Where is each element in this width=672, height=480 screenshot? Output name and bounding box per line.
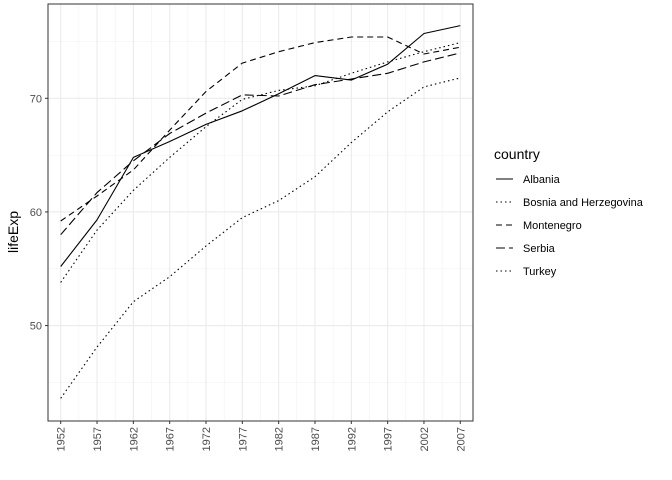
legend-label: Turkey [523,266,557,278]
x-tick-label: 1982 [274,427,286,451]
x-tick-label: 1997 [383,427,395,451]
series-lines [60,25,461,399]
legend: country Albania Bosnia and Herzegovina Mon… [494,146,644,278]
y-tick-label: 70 [30,93,42,105]
x-tick-label: 1977 [237,427,249,451]
x-tick-label: 1992 [346,427,358,451]
y-axis-title: lifeExp [5,211,21,253]
series-line-montenegro [60,36,461,222]
y-tick-label: 60 [30,207,42,219]
y-tick-label: 50 [30,321,42,333]
x-tick-label: 1952 [56,427,68,451]
legend-label: Albania [523,174,561,186]
x-tick-label: 1957 [92,427,104,451]
legend-title: country [494,146,540,162]
panel-border [47,3,474,422]
legend-label: Bosnia and Herzegovina [523,197,644,209]
legend-label: Montenegro [523,220,582,232]
x-tick-label: 2007 [455,427,467,451]
series-line-albania [60,25,461,267]
x-tick-label: 1962 [128,427,140,451]
series-line-serbia [60,52,461,236]
axes: 50 60 70 1952 1957 1962 1967 1972 1977 1982 1987 19… [30,93,468,451]
x-tick-label: 1987 [310,427,322,451]
x-tick-label: 2002 [419,427,431,451]
x-tick-label: 1967 [165,427,177,451]
grid [48,4,473,421]
legend-label: Serbia [523,243,556,255]
x-tick-label: 1972 [201,427,213,451]
series-line-bosnia-and-herzegovina [60,42,461,283]
